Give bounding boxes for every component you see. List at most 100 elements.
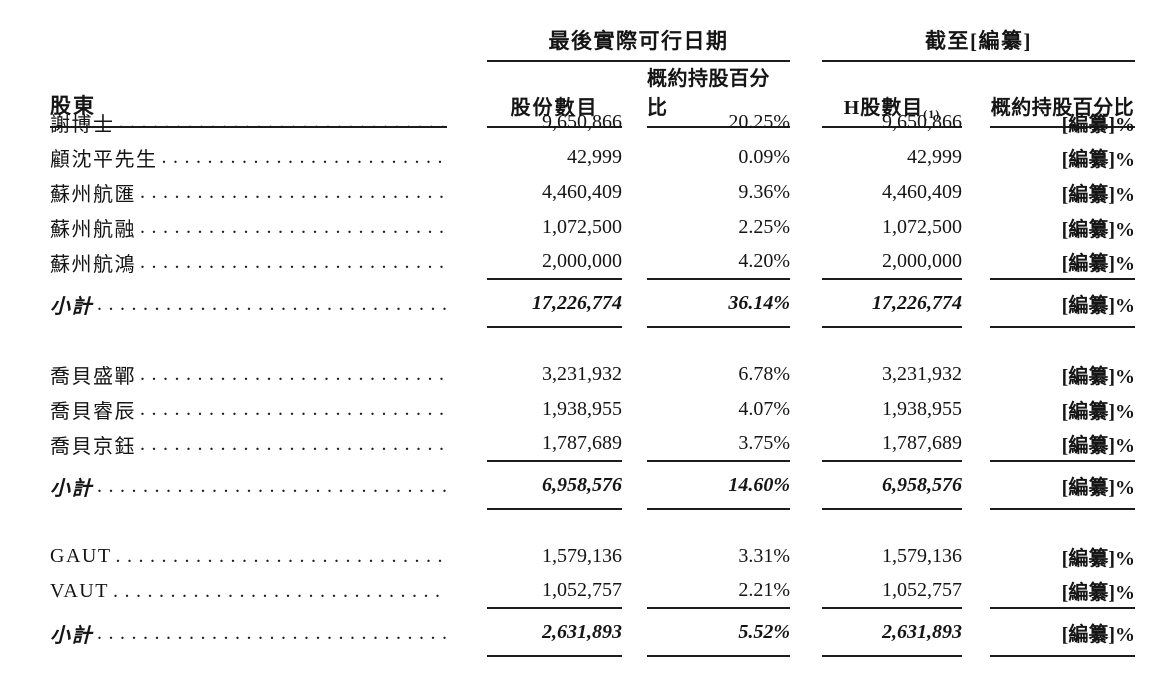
- subtotal-pct-value: 14.60%: [647, 462, 790, 510]
- dot-leader: [119, 111, 448, 134]
- subtotal-label: 小計: [50, 295, 93, 318]
- shareholder-name: VAUT: [50, 580, 109, 602]
- table-row: 蘇州航匯 4,460,409 9.36% 4,460,409 [編纂]%: [50, 175, 1135, 210]
- shares-value: 3,231,932: [542, 363, 622, 385]
- shares-value: 1,579,136: [542, 545, 622, 567]
- h-shares-label: H股數目: [843, 97, 924, 119]
- h-pct-value: [編纂]%: [1061, 149, 1135, 171]
- subtotal-label-cell: 小計: [50, 609, 447, 657]
- h-shares-value: 1,052,757: [822, 574, 962, 609]
- subtotal-label-cell: 小計: [50, 280, 447, 328]
- footnote-marker: (1): [923, 107, 941, 121]
- shareholder-name: GAUT: [50, 545, 112, 567]
- shareholder-name-cell: 喬貝盛鄲: [50, 357, 447, 392]
- table-row: 謝博士 9,650,866 20.25% 9,650,866 [編纂]%: [50, 105, 1135, 140]
- table-row: 喬貝京鈺 1,787,689 3.75% 1,787,689 [編纂]%: [50, 427, 1135, 462]
- pct-value: 0.09%: [738, 146, 790, 168]
- h-shares-value: 1,787,689: [822, 427, 962, 462]
- shareholder-name-cell: 蘇州航匯: [50, 175, 447, 210]
- subtotal-h-pct-value: [編纂]%: [990, 280, 1135, 328]
- h-shares-value: 9,650,866: [882, 111, 962, 133]
- pct-value: 2.25%: [738, 216, 790, 238]
- group-header-as-at-redacted: 截至[編纂]: [822, 22, 1135, 62]
- subtotal-row: 小計 17,226,774 36.14% 17,226,774 [編纂]%: [50, 280, 1135, 328]
- table-row: GAUT 1,579,136 3.31% 1,579,136 [編纂]%: [50, 539, 1135, 574]
- shareholder-name-cell: GAUT: [50, 539, 447, 574]
- column-header-approx-shareholding-pct: 概約持股百分比: [647, 62, 790, 128]
- pct-value: 20.25%: [728, 111, 790, 133]
- h-pct-value: [編纂]%: [1061, 219, 1135, 241]
- dot-leader: [140, 251, 447, 274]
- pct-value: 4.20%: [647, 245, 790, 280]
- group-header-latest-practicable-date: 最後實際可行日期: [487, 22, 790, 62]
- dot-leader: [97, 293, 447, 316]
- subtotal-h-shares-value: 17,226,774: [822, 280, 962, 328]
- h-pct-value: [編纂]%: [990, 245, 1135, 280]
- h-pct-value: [編纂]%: [990, 427, 1135, 462]
- pct-value: 4.07%: [738, 398, 790, 420]
- subtotal-row: 小計 2,631,893 5.52% 2,631,893 [編纂]%: [50, 609, 1135, 657]
- dot-leader: [162, 146, 448, 169]
- shares-value: 1,938,955: [542, 398, 622, 420]
- table-row: 蘇州航融 1,072,500 2.25% 1,072,500 [編纂]%: [50, 210, 1135, 245]
- h-pct-value: [編纂]%: [1061, 114, 1135, 136]
- table-row: VAUT 1,052,757 2.21% 1,052,757 [編纂]%: [50, 574, 1135, 609]
- shares-value: 2,000,000: [487, 245, 622, 280]
- dot-leader: [116, 545, 447, 568]
- subtotal-label: 小計: [50, 477, 93, 500]
- h-pct-value: [編纂]%: [990, 574, 1135, 609]
- pct-value: 3.31%: [738, 545, 790, 567]
- shareholder-name: 喬貝京鈺: [50, 436, 136, 458]
- shares-value: 1,052,757: [487, 574, 622, 609]
- shareholder-name-cell: VAUT: [50, 574, 447, 609]
- subtotal-h-pct-value: [編纂]%: [990, 462, 1135, 510]
- shareholder-name-cell: 喬貝京鈺: [50, 427, 447, 462]
- dot-leader: [140, 181, 447, 204]
- h-shares-value: 3,231,932: [882, 363, 962, 385]
- shareholder-name: 蘇州航融: [50, 219, 136, 241]
- subtotal-shares-value: 17,226,774: [487, 280, 622, 328]
- table-row: 喬貝睿辰 1,938,955 4.07% 1,938,955 [編纂]%: [50, 392, 1135, 427]
- subtotal-h-pct-value: [編纂]%: [990, 609, 1135, 657]
- h-pct-value: [編纂]%: [1061, 366, 1135, 388]
- h-shares-value: 4,460,409: [882, 181, 962, 203]
- section-gap: [50, 328, 1135, 357]
- shareholder-name-cell: 蘇州航融: [50, 210, 447, 245]
- shareholder-name: 顧沈平先生: [50, 149, 158, 171]
- h-pct-value: [編纂]%: [1061, 548, 1135, 570]
- table-column-header-row: 股東 股份數目 概約持股百分比 H股數目 (1) 概約持股百分比: [50, 62, 1135, 128]
- subtotal-pct-value: 5.52%: [647, 609, 790, 657]
- subtotal-row: 小計 6,958,576 14.60% 6,958,576 [編纂]%: [50, 462, 1135, 510]
- dot-leader: [140, 433, 447, 456]
- subtotal-h-shares-value: 6,958,576: [822, 462, 962, 510]
- pct-value: 3.75%: [647, 427, 790, 462]
- pct-value: 6.78%: [738, 363, 790, 385]
- dot-leader: [140, 363, 447, 386]
- table-row: 顧沈平先生 42,999 0.09% 42,999 [編纂]%: [50, 140, 1135, 175]
- h-pct-value: [編纂]%: [1061, 184, 1135, 206]
- shareholder-name-cell: 喬貝睿辰: [50, 392, 447, 427]
- column-header-number-of-shares: 股份數目: [487, 62, 622, 128]
- dot-leader: [140, 398, 447, 421]
- column-header-number-of-h-shares: H股數目 (1): [822, 62, 962, 128]
- h-shares-value: 1,579,136: [882, 545, 962, 567]
- table-group-header-row: 最後實際可行日期 截至[編纂]: [50, 22, 1135, 62]
- shareholder-name: 謝博士: [50, 114, 115, 136]
- h-shares-value: 2,000,000: [822, 245, 962, 280]
- shareholder-name: 喬貝盛鄲: [50, 366, 136, 388]
- h-shares-value: 42,999: [907, 146, 962, 168]
- subtotal-shares-value: 6,958,576: [487, 462, 622, 510]
- column-header-approx-shareholding-pct-2: 概約持股百分比: [990, 62, 1135, 128]
- pct-value: 9.36%: [738, 181, 790, 203]
- shares-value: 9,650,866: [542, 111, 622, 133]
- subtotal-label-cell: 小計: [50, 462, 447, 510]
- pct-value: 2.21%: [647, 574, 790, 609]
- shareholder-name: 喬貝睿辰: [50, 401, 136, 423]
- shareholder-name-cell: 顧沈平先生: [50, 140, 447, 175]
- dot-leader: [97, 475, 447, 498]
- subtotal-pct-value: 36.14%: [647, 280, 790, 328]
- shareholder-name-cell: 謝博士: [50, 105, 447, 140]
- subtotal-label: 小計: [50, 624, 93, 647]
- dot-leader: [113, 580, 447, 603]
